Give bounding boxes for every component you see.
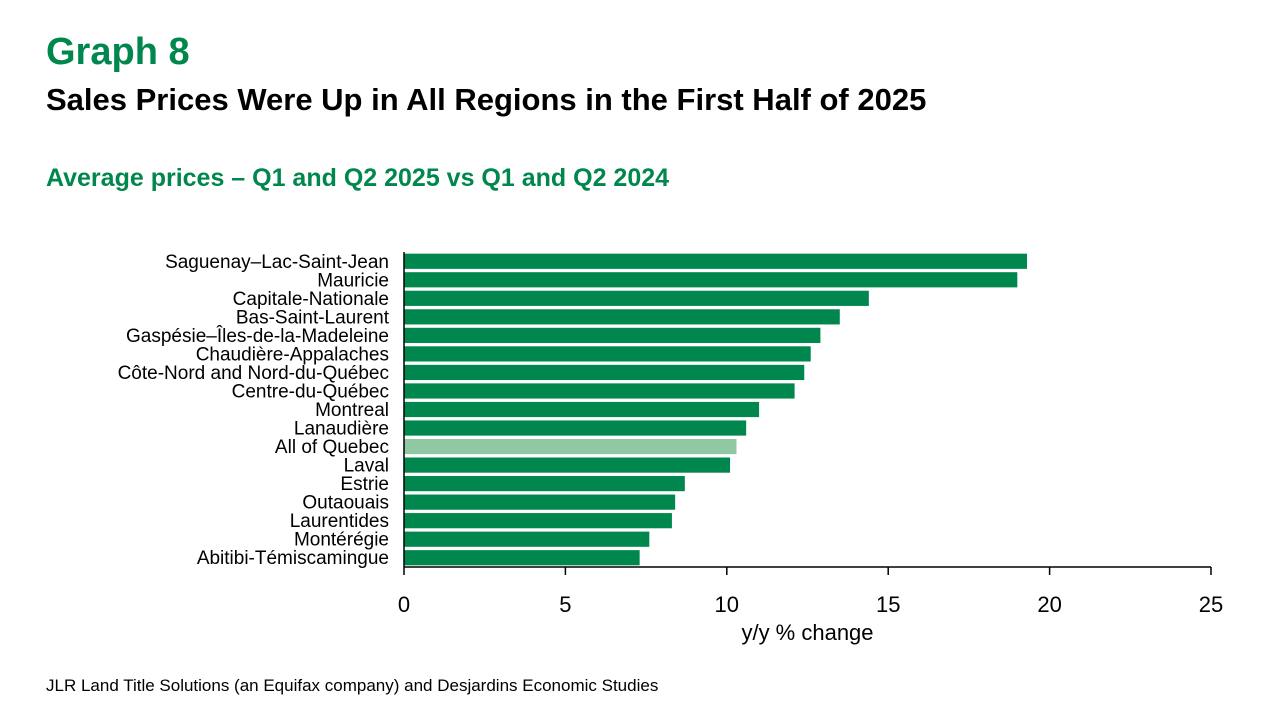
bar	[404, 327, 821, 343]
chart-title: Sales Prices Were Up in All Regions in t…	[46, 82, 927, 117]
category-label: Saguenay–Lac-Saint-Jean	[165, 252, 389, 273]
bar	[404, 550, 640, 566]
bar	[404, 346, 811, 362]
bar	[404, 531, 650, 547]
bar	[404, 309, 840, 325]
bar	[404, 290, 869, 306]
x-axis-label: y/y % change	[741, 620, 873, 645]
bar	[404, 420, 747, 436]
x-tick-label: 0	[398, 592, 410, 617]
bar	[404, 438, 737, 455]
category-label: Bas-Saint-Laurent	[236, 307, 390, 328]
category-label: Laval	[344, 456, 389, 477]
graph-number: Graph 8	[46, 31, 190, 73]
source-note: JLR Land Title Solutions (an Equifax com…	[46, 676, 659, 695]
category-label: Mauricie	[317, 270, 389, 291]
bar	[404, 364, 805, 381]
category-label: All of Quebec	[275, 437, 389, 458]
bar	[404, 272, 1018, 288]
bar	[404, 513, 672, 529]
category-label: Laurentides	[290, 511, 389, 532]
category-label: Gaspésie–Îles-de-la-Madeleine	[126, 325, 389, 347]
category-label: Abitibi-Témiscamingue	[197, 548, 389, 569]
bar	[404, 494, 676, 510]
bar	[404, 383, 795, 399]
bar	[404, 401, 760, 418]
bar	[404, 476, 685, 492]
category-label: Chaudière-Appalaches	[196, 344, 389, 365]
x-tick-label: 25	[1199, 592, 1223, 617]
category-label: Montérégie	[294, 530, 389, 551]
category-label: Centre-du-Québec	[232, 381, 389, 402]
category-label: Estrie	[340, 474, 389, 495]
category-label: Montreal	[315, 400, 389, 421]
bar	[404, 253, 1028, 269]
bar	[404, 457, 731, 473]
x-tick-label: 15	[876, 592, 900, 617]
category-label: Lanaudière	[294, 419, 389, 440]
chart-subtitle: Average prices – Q1 and Q2 2025 vs Q1 an…	[46, 164, 670, 192]
x-tick-label: 20	[1037, 592, 1061, 617]
category-label: Capitale-Nationale	[233, 289, 389, 310]
x-tick-label: 10	[715, 592, 739, 617]
category-label: Outaouais	[302, 493, 389, 514]
x-tick-label: 5	[559, 592, 571, 617]
category-label: Côte-Nord and Nord-du-Québec	[118, 363, 389, 384]
